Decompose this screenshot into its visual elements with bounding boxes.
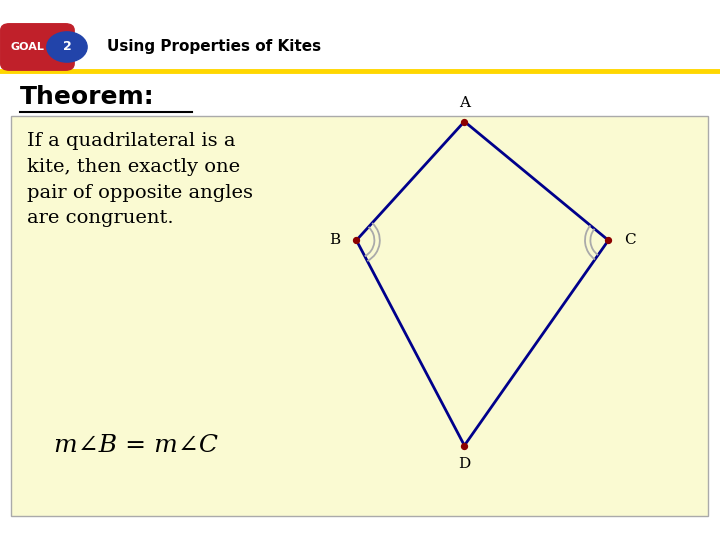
Text: Using Properties of Kites: Using Properties of Kites [107, 39, 320, 55]
Point [351, 236, 362, 245]
Point [459, 441, 470, 450]
Text: A: A [459, 96, 470, 110]
Text: GOAL: GOAL [10, 42, 45, 52]
Text: Theorem:: Theorem: [20, 85, 155, 109]
Text: B: B [330, 233, 341, 247]
Point [459, 117, 470, 126]
FancyBboxPatch shape [1, 24, 74, 70]
Text: If a quadrilateral is a
kite, then exactly one
pair of opposite angles
are congr: If a quadrilateral is a kite, then exact… [27, 132, 253, 227]
Text: m∠B = m∠C: m∠B = m∠C [54, 434, 218, 457]
Text: D: D [458, 457, 471, 471]
Point [603, 236, 614, 245]
FancyBboxPatch shape [11, 116, 708, 516]
Text: C: C [624, 233, 636, 247]
Text: 2: 2 [63, 40, 71, 53]
Circle shape [47, 32, 87, 62]
